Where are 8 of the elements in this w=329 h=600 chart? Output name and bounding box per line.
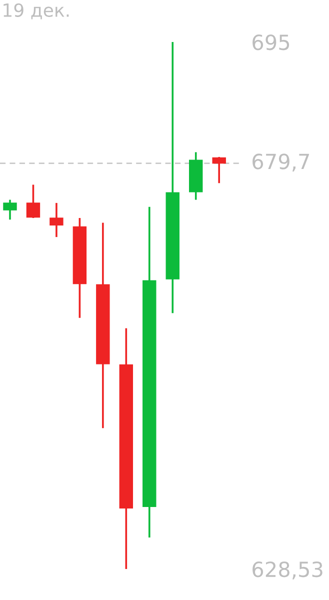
candlestick — [26, 184, 40, 219]
text: 19 дек. — [4, 3, 69, 20]
candlestick — [212, 156, 226, 184]
candlestick — [50, 202, 64, 238]
candlestick — [3, 198, 17, 220]
ref-line-label: 679,7 — [252, 154, 309, 172]
y-tick-label: 695 — [252, 34, 290, 50]
y-tick-label: 628,53 — [252, 561, 322, 580]
